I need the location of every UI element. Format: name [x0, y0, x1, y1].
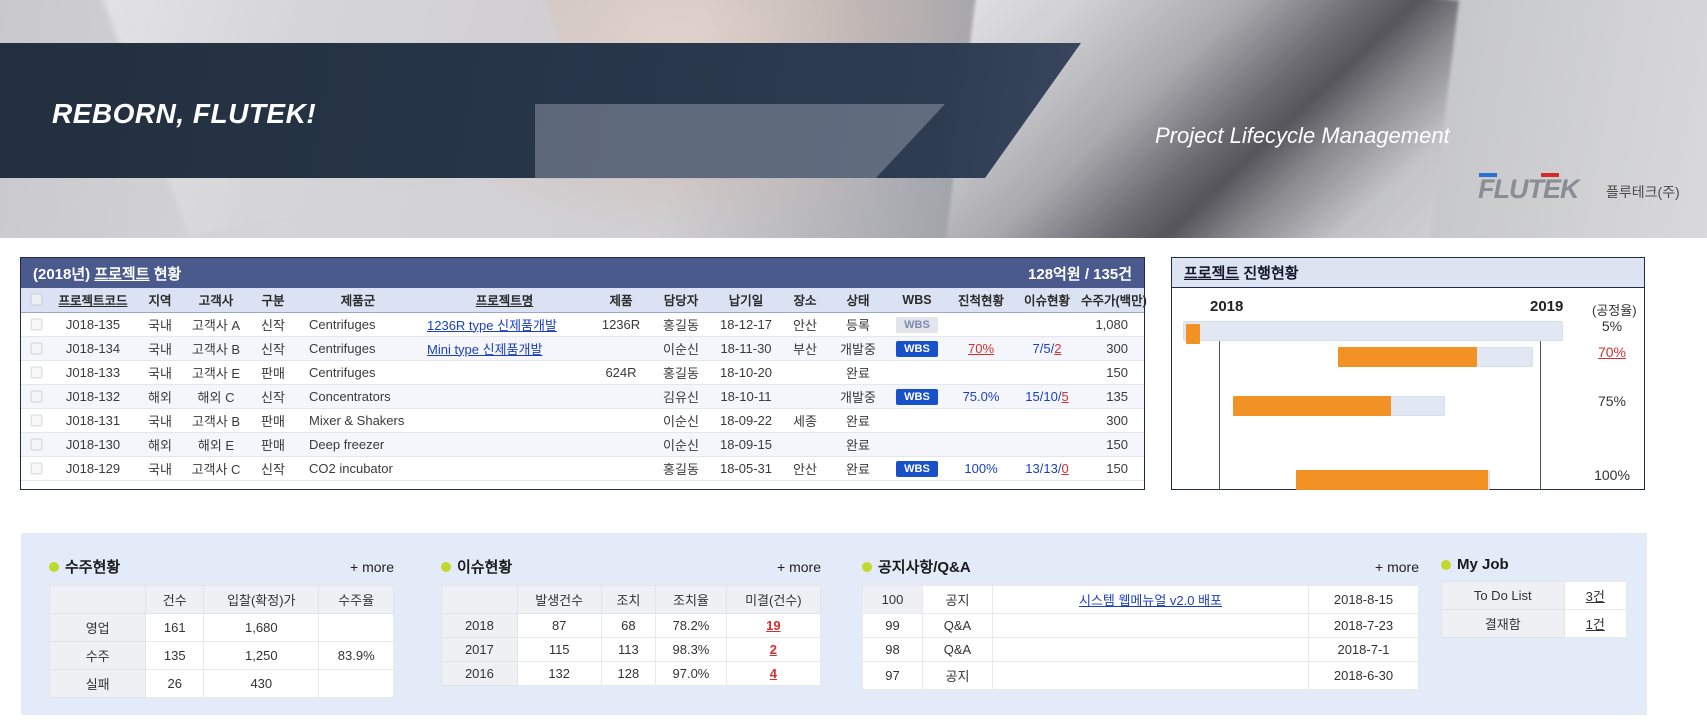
svg-text:FLUTEK: FLUTEK: [1478, 174, 1582, 202]
svg-text:플루테크(주): 플루테크(주): [1606, 184, 1680, 200]
